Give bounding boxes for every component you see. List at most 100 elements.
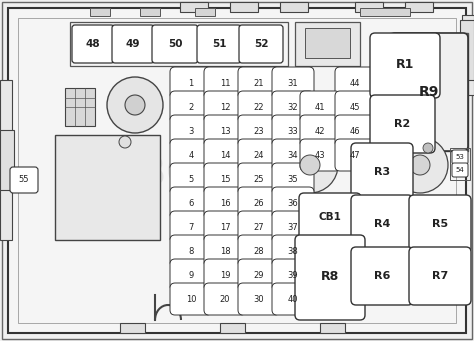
Text: 11: 11: [220, 78, 230, 88]
Text: 44: 44: [350, 78, 360, 88]
FancyBboxPatch shape: [272, 139, 314, 171]
Text: 48: 48: [86, 39, 100, 49]
FancyBboxPatch shape: [238, 163, 280, 195]
Text: 49: 49: [126, 39, 140, 49]
FancyBboxPatch shape: [238, 259, 280, 291]
FancyBboxPatch shape: [204, 187, 246, 219]
FancyBboxPatch shape: [409, 247, 471, 305]
FancyBboxPatch shape: [170, 115, 212, 147]
Text: R7: R7: [432, 271, 448, 281]
Bar: [55, 135, 160, 240]
FancyBboxPatch shape: [238, 91, 280, 123]
Bar: [120, 323, 145, 333]
FancyBboxPatch shape: [204, 283, 246, 315]
Text: 54: 54: [456, 167, 465, 173]
Text: R3: R3: [374, 167, 390, 177]
Text: R9: R9: [419, 85, 439, 99]
Text: 52: 52: [254, 39, 268, 49]
FancyBboxPatch shape: [112, 25, 154, 63]
FancyBboxPatch shape: [170, 187, 212, 219]
FancyBboxPatch shape: [204, 115, 246, 147]
Text: FBOK: FBOK: [110, 156, 230, 194]
FancyBboxPatch shape: [335, 91, 375, 123]
Circle shape: [119, 136, 131, 148]
Text: 24: 24: [254, 150, 264, 160]
Circle shape: [423, 143, 433, 153]
Bar: [230, 2, 258, 12]
Text: 23: 23: [254, 127, 264, 135]
FancyBboxPatch shape: [272, 163, 314, 195]
FancyBboxPatch shape: [452, 150, 468, 164]
Text: 50: 50: [168, 39, 182, 49]
Text: 16: 16: [219, 198, 230, 208]
FancyBboxPatch shape: [238, 187, 280, 219]
Circle shape: [107, 77, 163, 133]
Text: 17: 17: [219, 222, 230, 232]
Bar: [460, 20, 474, 80]
FancyBboxPatch shape: [204, 139, 246, 171]
FancyBboxPatch shape: [370, 33, 440, 98]
Text: 53: 53: [456, 154, 465, 160]
FancyBboxPatch shape: [204, 163, 246, 195]
FancyBboxPatch shape: [238, 139, 280, 171]
Bar: [180, 2, 208, 12]
FancyBboxPatch shape: [152, 25, 198, 63]
Text: R6: R6: [374, 271, 390, 281]
FancyBboxPatch shape: [351, 143, 413, 201]
Text: 6: 6: [188, 198, 194, 208]
FancyBboxPatch shape: [452, 163, 468, 177]
Bar: [220, 323, 245, 333]
Text: 31: 31: [288, 78, 298, 88]
FancyBboxPatch shape: [370, 95, 435, 153]
FancyBboxPatch shape: [335, 67, 375, 99]
Text: 20: 20: [220, 295, 230, 303]
FancyBboxPatch shape: [170, 67, 212, 99]
Text: 9: 9: [188, 270, 193, 280]
Text: 55: 55: [19, 176, 29, 184]
Text: 2: 2: [188, 103, 193, 112]
FancyBboxPatch shape: [204, 235, 246, 267]
Bar: [360, 8, 410, 16]
Text: 15: 15: [220, 175, 230, 183]
Bar: [305, 28, 350, 58]
Bar: [65, 88, 95, 126]
Text: 27: 27: [254, 222, 264, 232]
Text: 22: 22: [254, 103, 264, 112]
Bar: [450, 148, 470, 180]
FancyBboxPatch shape: [409, 195, 471, 253]
FancyBboxPatch shape: [170, 235, 212, 267]
Text: 30: 30: [254, 295, 264, 303]
FancyBboxPatch shape: [170, 139, 212, 171]
Text: CB1: CB1: [319, 212, 341, 222]
Text: 39: 39: [288, 270, 298, 280]
Text: R4: R4: [374, 219, 390, 229]
FancyBboxPatch shape: [272, 67, 314, 99]
FancyBboxPatch shape: [272, 211, 314, 243]
FancyBboxPatch shape: [300, 91, 340, 123]
FancyBboxPatch shape: [239, 25, 283, 63]
Text: 13: 13: [219, 127, 230, 135]
Bar: [18, 18, 456, 323]
FancyBboxPatch shape: [204, 211, 246, 243]
Circle shape: [125, 95, 145, 115]
Bar: [280, 2, 308, 12]
FancyBboxPatch shape: [335, 139, 375, 171]
Circle shape: [410, 155, 430, 175]
FancyBboxPatch shape: [170, 211, 212, 243]
FancyBboxPatch shape: [335, 115, 375, 147]
Bar: [320, 323, 345, 333]
Text: 34: 34: [288, 150, 298, 160]
Text: 51: 51: [212, 39, 226, 49]
Text: R1: R1: [396, 59, 414, 72]
Bar: [295, 22, 360, 66]
FancyBboxPatch shape: [295, 235, 365, 320]
Bar: [390, 33, 468, 151]
Text: 3: 3: [188, 127, 194, 135]
FancyBboxPatch shape: [238, 115, 280, 147]
Text: 21: 21: [254, 78, 264, 88]
FancyBboxPatch shape: [272, 187, 314, 219]
Text: 7: 7: [188, 222, 194, 232]
Bar: [0, 80, 12, 240]
FancyBboxPatch shape: [197, 25, 241, 63]
Circle shape: [282, 137, 338, 193]
